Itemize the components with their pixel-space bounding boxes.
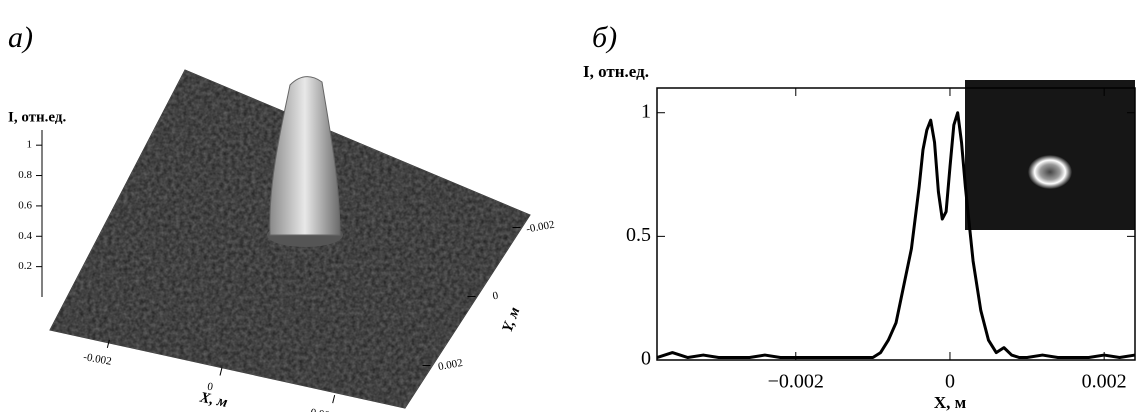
x-tick [220, 368, 222, 376]
x-axis-label: X, м [934, 393, 967, 412]
y-tick-label: 0 [492, 290, 500, 303]
x-tick-label: 0 [945, 371, 955, 393]
figure: а) I, отн.ед. 0.2 0.4 0.6 0.8 1 -0.002 0 0.002 X, … [0, 0, 1137, 412]
x-tick [333, 395, 335, 403]
peak [270, 77, 340, 235]
y-tick-label: -0.002 [525, 219, 555, 236]
z-tick-label: 0.8 [18, 169, 32, 181]
x-tick-label: 0.002 [1082, 371, 1127, 393]
z-tick-label: 0.4 [18, 230, 32, 242]
inset-image [965, 80, 1135, 230]
x-tick-label: 0.002 [310, 407, 336, 412]
x-tick-label: -0.002 [82, 351, 112, 368]
y-tick-label: 0 [641, 348, 651, 370]
z-tick-label: 1 [27, 139, 33, 151]
x-tick-label: −0.002 [768, 371, 824, 393]
z-tick-label: 0.6 [18, 199, 32, 211]
inset-ring [1028, 155, 1072, 189]
y-tick-label: 0.5 [626, 224, 651, 246]
y-tick-label: 1 [641, 100, 651, 122]
y-axis-label: Y, м [500, 305, 524, 334]
panel-label: а) [8, 21, 33, 54]
x-axis-label: X, м [197, 389, 228, 411]
y-axis-label: I, отн.ед. [583, 62, 649, 81]
z-tick-label: 0.2 [18, 260, 32, 272]
z-axis-label: I, отн.ед. [8, 109, 66, 125]
y-tick-label: 0.002 [437, 357, 463, 373]
panel-label: б) [592, 21, 617, 54]
